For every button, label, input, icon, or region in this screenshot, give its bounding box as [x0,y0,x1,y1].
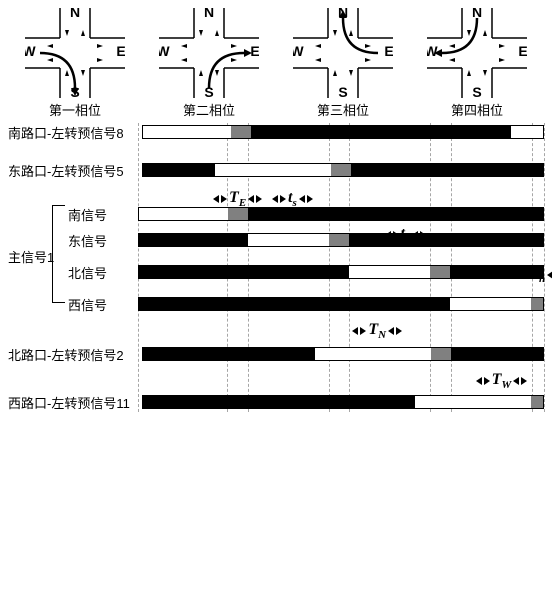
phase-caption: 第一相位 [49,100,101,119]
row-label: 西信号 [8,295,138,314]
svg-text:S: S [70,84,79,98]
svg-text:S: S [338,84,347,98]
phase-caption: 第二相位 [183,100,235,119]
segment-green [315,348,431,360]
segment-red [251,126,511,138]
segment-red [351,164,543,176]
segment-amber [430,266,450,278]
segment-green [248,234,329,246]
svg-text:E: E [384,43,393,59]
segment-green [139,208,228,220]
svg-text:W: W [159,43,170,59]
phase-caption: 第三相位 [317,100,369,119]
svg-text:N: N [472,8,482,20]
row-label: 东路口-左转预信号5 [8,161,142,180]
bar-track [142,125,544,139]
svg-text:S: S [204,84,213,98]
row-label: 东信号 [8,231,138,250]
svg-text:N: N [70,8,80,20]
row-south-pre: 南路口-左转预信号8 [8,123,544,141]
segment-red [248,208,543,220]
row-main-north: 北信号 [8,263,544,281]
segment-amber [331,164,351,176]
segment-amber [431,348,451,360]
row-label: 西路口-左转预信号11 [8,393,142,412]
phase-caption: 第四相位 [451,100,503,119]
phase-1: N W E S 第一相位 [15,8,135,119]
segment-green [450,298,531,310]
timing-diagram: 南路口-左转预信号8 TS 东路口-左转预信号5 TE ts 主信号1 南信号 … [8,123,544,411]
bar-track [142,347,544,361]
segment-green [415,396,531,408]
segment-green [143,126,231,138]
svg-text:N: N [204,8,214,20]
bar-track [142,163,544,177]
row-east-pre: 东路口-左转预信号5 [8,161,544,179]
segment-red [139,234,248,246]
svg-text:W: W [427,43,438,59]
segment-red [451,348,543,360]
row-label: 南信号 [8,205,138,224]
bar-track [138,265,544,279]
segment-red [139,266,349,278]
phase-2: N W E S 第二相位 [149,8,269,119]
bar-track [138,297,544,311]
bar-track [142,395,544,409]
row-west-pre: 西路口-左转预信号11 [8,393,544,411]
segment-red [349,234,543,246]
svg-text:N: N [338,8,348,20]
svg-text:W: W [25,43,36,59]
intersection-icon: N W E S [25,8,125,98]
segment-red [143,348,315,360]
intersection-icon: N W E S [159,8,259,98]
segment-amber [531,298,543,310]
phase-3: N W E S 第三相位 [283,8,403,119]
segment-red [143,396,415,408]
svg-text:E: E [518,43,527,59]
segment-red [139,298,450,310]
row-main-east: 东信号 [8,231,544,249]
row-label: 南路口-左转预信号8 [8,123,142,142]
bar-track [138,207,544,221]
phase-row: N W E S 第一相位 N W E [8,8,544,119]
bar-track [138,233,544,247]
annot-TW: TW [476,371,552,391]
row-main-west: 西信号 [8,295,544,313]
segment-amber [531,396,543,408]
segment-red [143,164,215,176]
main-signal-group: 主信号1 南信号 东信号 te 北信号 tn 西信号 tw [8,205,544,313]
annot-TN: TN [352,321,552,341]
svg-text:W: W [293,43,304,59]
segment-green [215,164,331,176]
segment-amber [228,208,248,220]
segment-amber [329,234,349,246]
svg-text:S: S [472,84,481,98]
svg-text:E: E [116,43,125,59]
phase-4: N W E S 第四相位 [417,8,537,119]
annot-tn: tn [519,265,552,285]
segment-green [349,266,430,278]
intersection-icon: N W E S [293,8,393,98]
intersection-icon: N W E S [427,8,527,98]
row-main-south: 南信号 [8,205,544,223]
segment-amber [231,126,251,138]
annot-te: te [385,225,426,245]
row-north-pre: 北路口-左转预信号2 [8,345,544,363]
row-label: 北路口-左转预信号2 [8,345,142,364]
segment-green [511,126,543,138]
svg-text:E: E [250,43,259,59]
row-label: 北信号 [8,263,138,282]
